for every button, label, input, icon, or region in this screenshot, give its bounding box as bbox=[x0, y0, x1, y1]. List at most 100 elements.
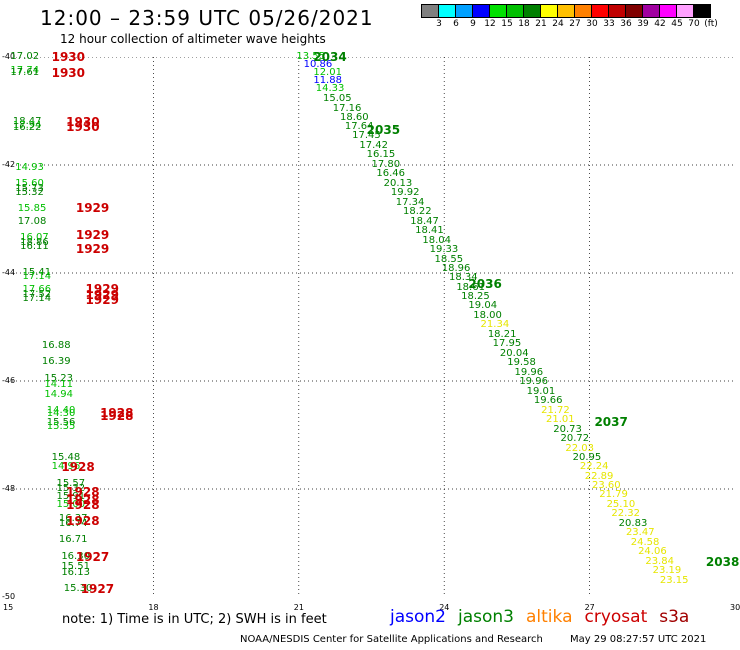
track-time-label: 1929 bbox=[75, 201, 110, 216]
wave-height-mark: 16.22 bbox=[12, 122, 42, 134]
legend-label: 6 bbox=[453, 19, 459, 29]
wave-height-mark: 15.30 bbox=[63, 582, 93, 594]
track-time-label: 1929 bbox=[75, 228, 110, 243]
wave-height-mark: 18.47 bbox=[410, 215, 439, 227]
wave-height-mark: 17.14 bbox=[22, 292, 52, 304]
wave-height-mark: 20.72 bbox=[560, 432, 590, 444]
y-tick-label: -50 bbox=[2, 592, 16, 601]
legend-label: 18 bbox=[518, 19, 530, 29]
track-time-label: 1927 bbox=[75, 549, 110, 564]
note-text: note: 1) Time is in UTC; 2) SWH is in fe… bbox=[62, 612, 327, 627]
wave-height-mark: 19.01 bbox=[526, 385, 556, 397]
track-time-label: 1928 bbox=[100, 409, 134, 424]
track-time-label: 1928 bbox=[100, 406, 134, 421]
satellite-cryosat: cryosat bbox=[584, 607, 648, 627]
legend-swatch bbox=[642, 4, 660, 18]
wave-height-mark: 19.58 bbox=[507, 357, 536, 369]
wave-height-mark: 15.51 bbox=[61, 561, 90, 573]
satellite-jason2: jason2 bbox=[390, 607, 446, 627]
wave-height-mark: 16.46 bbox=[376, 168, 405, 180]
wave-height-mark: 17.42 bbox=[359, 140, 389, 152]
footer: NOAA/NESDIS Center for Satellite Applica… bbox=[240, 634, 706, 645]
legend-label: 36 bbox=[620, 19, 632, 29]
wave-height-mark: 16.15 bbox=[366, 149, 396, 161]
track-time-label: 1928 bbox=[66, 514, 100, 529]
legend-swatch bbox=[438, 4, 456, 18]
wave-height-mark: 17.64 bbox=[344, 121, 374, 133]
wave-height-mark: 15.60 bbox=[15, 177, 44, 189]
legend-swatch bbox=[540, 4, 558, 18]
wave-height-mark: 11.88 bbox=[313, 75, 342, 87]
page-subtitle: 12 hour collection of altimeter wave hei… bbox=[60, 32, 326, 46]
track-time-label: 2034 bbox=[313, 50, 347, 64]
legend-swatch bbox=[574, 4, 592, 18]
wave-height-mark: 14.30 bbox=[46, 408, 76, 420]
wave-height-mark: 19.92 bbox=[390, 187, 420, 199]
legend-label: (ft) bbox=[704, 19, 718, 29]
wave-height-mark: 15.41 bbox=[22, 267, 52, 278]
wave-height-mark: 18.00 bbox=[473, 310, 502, 322]
legend-swatch bbox=[625, 4, 643, 18]
x-tick-label: 30 bbox=[730, 603, 740, 612]
wave-height-mark: 17.95 bbox=[492, 338, 522, 350]
footer-org: NOAA/NESDIS Center for Satellite Applica… bbox=[240, 634, 543, 645]
legend-swatch bbox=[676, 4, 694, 18]
legend-swatch bbox=[523, 4, 541, 18]
wave-height-mark: 21.79 bbox=[599, 489, 628, 501]
wave-height-mark: 16.88 bbox=[41, 339, 71, 351]
track-time-label: 1930 bbox=[66, 114, 100, 129]
satellite-altika: altika bbox=[526, 607, 573, 627]
track-time-label: 1930 bbox=[66, 120, 100, 135]
wave-height-mark: 19.66 bbox=[533, 394, 563, 406]
legend-label: 3 bbox=[436, 19, 442, 29]
wave-height-mark: 16.71 bbox=[58, 534, 88, 546]
track-time-label: 2035 bbox=[366, 122, 401, 137]
track-time-label: 1928 bbox=[66, 492, 100, 507]
wave-height-mark: 10.86 bbox=[303, 59, 333, 71]
legend-swatch bbox=[591, 4, 609, 18]
legend-swatch bbox=[421, 4, 439, 18]
wave-height-mark: 21.34 bbox=[480, 319, 510, 331]
y-tick-label: -40 bbox=[2, 52, 16, 61]
page-title: 12:00 – 23:59 UTC 05/26/2021 bbox=[40, 6, 374, 30]
satellite-jason3: jason3 bbox=[458, 607, 514, 627]
wave-height-mark: 18.61 bbox=[456, 281, 485, 293]
wave-height-mark: 18.25 bbox=[461, 291, 490, 303]
wave-height-mark: 12.01 bbox=[313, 67, 342, 79]
legend-label: 45 bbox=[671, 19, 683, 29]
y-tick-label: -48 bbox=[2, 484, 16, 493]
legend-label: 27 bbox=[569, 19, 581, 29]
wave-height-mark: 24.06 bbox=[638, 546, 667, 558]
wave-height-mark: 21.01 bbox=[545, 413, 575, 425]
wave-height-mark: 14.40 bbox=[46, 404, 76, 416]
wave-height-mark: 15.57 bbox=[56, 477, 86, 489]
wave-height-mark: 20.04 bbox=[499, 348, 529, 359]
wave-height-mark: 22.24 bbox=[579, 461, 609, 473]
footer-timestamp: May 29 08:27:57 UTC 2021 bbox=[570, 634, 707, 645]
wave-height-mark: 18.34 bbox=[449, 272, 478, 284]
wave-height-mark: 17.16 bbox=[332, 102, 362, 114]
track-time-label: 1927 bbox=[80, 581, 115, 596]
wave-height-mark: 23.47 bbox=[625, 527, 655, 539]
wave-height-mark: 15.05 bbox=[323, 93, 352, 105]
wave-height-mark: 13.55 bbox=[296, 51, 326, 62]
wave-height-mark: 23.60 bbox=[592, 480, 621, 492]
wave-height-mark: 19.96 bbox=[519, 376, 548, 388]
wave-height-mark: 24.58 bbox=[630, 537, 660, 548]
wave-height-mark: 17.94 bbox=[12, 119, 42, 131]
wave-height-mark: 23.19 bbox=[652, 565, 682, 577]
wave-height-mark: 18.41 bbox=[415, 224, 444, 236]
wave-height-mark: 17.61 bbox=[10, 67, 40, 79]
track-time-label: 2038 bbox=[705, 554, 740, 569]
legend-label: 9 bbox=[470, 19, 476, 29]
wave-height-mark: 20.83 bbox=[618, 518, 648, 530]
legend-swatch bbox=[472, 4, 490, 18]
x-tick-label: 21 bbox=[293, 603, 304, 612]
wave-height-mark: 16.13 bbox=[61, 566, 90, 578]
legend-swatch bbox=[455, 4, 473, 18]
wave-height-mark: 19.04 bbox=[468, 300, 498, 312]
x-tick-label: 27 bbox=[584, 603, 595, 612]
wave-height-mark: 15.85 bbox=[17, 203, 47, 215]
wave-height-mark: 16.07 bbox=[20, 231, 49, 243]
wave-height-mark: 23.84 bbox=[645, 555, 674, 567]
